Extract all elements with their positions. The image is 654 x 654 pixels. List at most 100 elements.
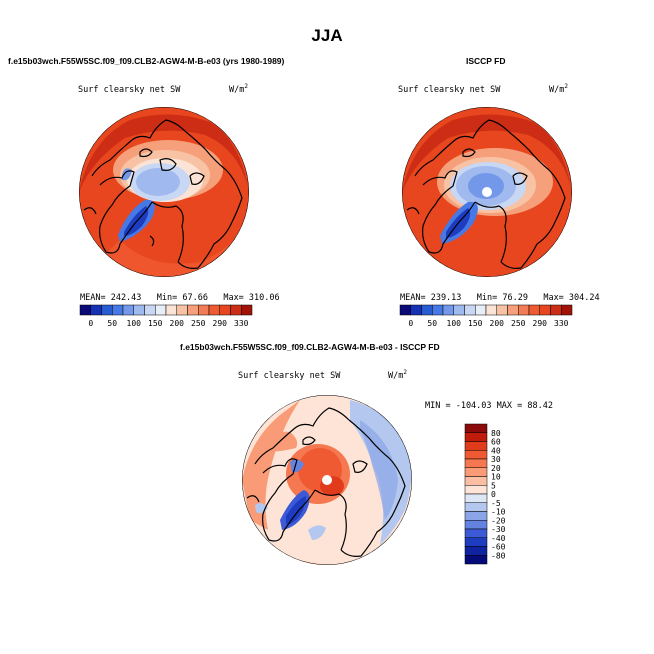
colorbar-difference-swatch (464, 458, 488, 468)
colorbar-difference-swatch (464, 520, 488, 530)
map-panel-isccp (402, 107, 572, 277)
panel2-stats: MEAN= 239.13 Min= 76.29 Max= 304.24 (400, 293, 600, 303)
colorbar-panel2-swatch (421, 304, 433, 316)
panel2-case-label: ISCCP FD (466, 56, 506, 66)
colorbar-panel2-tick-label: 150 (468, 319, 483, 328)
colorbar-difference-swatch (464, 441, 488, 451)
panel3-variable-label: Surf clearsky net SW (238, 371, 341, 381)
panel3-minmax: MIN = -104.03 MAX = 88.42 (425, 401, 553, 411)
colorbar-panel1-swatch (101, 304, 113, 316)
colorbar-panel2-tick-label: 330 (554, 319, 569, 328)
colorbar-difference-swatch (464, 423, 488, 433)
colorbar-panel1: 0 50 100 150 200 250 290 330 (79, 304, 253, 328)
panel1-variable-label: Surf clearsky net SW (78, 85, 181, 95)
colorbar-panel1-swatch (133, 304, 145, 316)
colorbar-difference-swatch (464, 432, 488, 442)
colorbar-difference-swatch (464, 502, 488, 512)
panel1-case-label: f.e15b03wch.F55W5SC.f09_f09.CLB2-AGW4-M-… (8, 56, 285, 66)
panel2-units: W/m2 (549, 83, 568, 95)
colorbar-panel1-swatch (155, 304, 167, 316)
colorbar-panel2-swatch (442, 304, 454, 316)
colorbar-panel1-swatch (187, 304, 199, 316)
colorbar-panel2-swatch (528, 304, 540, 316)
colorbar-panel1-tick-label: 330 (234, 319, 249, 328)
colorbar-difference-swatch (464, 546, 488, 556)
colorbar-panel2-tick-label: 50 (427, 319, 437, 328)
panel2-variable-label: Surf clearsky net SW (398, 85, 501, 95)
colorbar-panel2-tick-label: 0 (408, 319, 413, 328)
colorbar-panel1-swatch (241, 304, 253, 316)
colorbar-panel1-swatch (122, 304, 134, 316)
colorbar-panel1-swatch (176, 304, 188, 316)
colorbar-difference-tick-label: -40 (491, 534, 506, 543)
panel1-units: W/m2 (229, 83, 248, 95)
colorbar-difference-tick-label: 80 (491, 429, 501, 438)
colorbar-difference-swatch (464, 537, 488, 547)
colorbar-panel2-swatch (453, 304, 465, 316)
colorbar-difference-tick-label: -5 (491, 499, 501, 508)
colorbar-difference-swatch (464, 493, 488, 503)
colorbar-panel1-tick-label: 0 (88, 319, 93, 328)
colorbar-panel1-tick-label: 200 (170, 319, 185, 328)
colorbar-difference-tick-label: 10 (491, 473, 501, 482)
colorbar-difference-tick-label: -60 (491, 543, 506, 552)
colorbar-difference-swatch (464, 485, 488, 495)
colorbar-panel2-swatch (475, 304, 487, 316)
colorbar-difference-tick-label: -80 (491, 551, 506, 560)
colorbar-panel2-swatch (432, 304, 444, 316)
colorbar-panel2-tick-label: 200 (490, 319, 505, 328)
colorbar-panel1-swatch (198, 304, 210, 316)
map-panel-model (79, 107, 249, 277)
colorbar-difference-tick-label: -10 (491, 508, 506, 517)
panel2-max: Max= 304.24 (543, 293, 600, 303)
colorbar-difference-tick-label: 30 (491, 455, 501, 464)
colorbar-panel2-tick-label: 290 (533, 319, 548, 328)
colorbar-panel2-swatch (410, 304, 422, 316)
colorbar-panel2-swatch (550, 304, 562, 316)
colorbar-difference-tick-label: 40 (491, 446, 501, 455)
map-panel-difference (242, 395, 412, 565)
colorbar-panel1-swatch (144, 304, 156, 316)
colorbar-panel1-swatch (165, 304, 177, 316)
colorbar-panel2-swatch (518, 304, 530, 316)
colorbar-panel2-tick-label: 100 (447, 319, 462, 328)
colorbar-panel2-swatch (496, 304, 508, 316)
colorbar-panel2-swatch (464, 304, 476, 316)
colorbar-panel1-tick-label: 290 (213, 319, 228, 328)
colorbar-panel2-swatch (539, 304, 551, 316)
colorbar-panel2-swatch (561, 304, 573, 316)
colorbar-difference-swatch (464, 476, 488, 486)
colorbar-panel1-swatch (219, 304, 231, 316)
colorbar-panel1-tick-label: 100 (127, 319, 142, 328)
panel3-units: W/m2 (388, 369, 407, 381)
colorbar-panel2-swatch (399, 304, 411, 316)
colorbar-panel1-tick-label: 50 (107, 319, 117, 328)
panel1-max: Max= 310.06 (223, 293, 280, 303)
colorbar-difference-tick-label: -20 (491, 516, 506, 525)
colorbar-difference-tick-label: 0 (491, 490, 496, 499)
panel3-case-label: f.e15b03wch.F55W5SC.f09_f09.CLB2-AGW4-M-… (180, 342, 440, 352)
colorbar-panel2: 0 50 100 150 200 250 290 330 (399, 304, 573, 328)
panel1-stats: MEAN= 242.43 Min= 67.66 Max= 310.06 (80, 293, 280, 303)
page-title: JJA (311, 26, 343, 45)
colorbar-difference-swatch (464, 555, 488, 565)
colorbar-panel1-swatch (208, 304, 220, 316)
colorbar-difference-swatch (464, 450, 488, 460)
colorbar-panel2-tick-label: 250 (511, 319, 526, 328)
colorbar-difference-tick-label: -30 (491, 525, 506, 534)
panel1-mean: MEAN= 242.43 (80, 293, 142, 303)
colorbar-panel1-swatch (79, 304, 91, 316)
panel2-mean: MEAN= 239.13 (400, 293, 462, 303)
colorbar-difference-swatch (464, 467, 488, 477)
colorbar-difference-swatch (464, 528, 488, 538)
colorbar-panel1-swatch (90, 304, 102, 316)
panel2-min: Min= 76.29 (476, 293, 528, 303)
colorbar-difference-tick-label: 60 (491, 438, 501, 447)
colorbar-panel1-tick-label: 250 (191, 319, 206, 328)
panel1-min: Min= 67.66 (156, 293, 208, 303)
colorbar-panel1-swatch (230, 304, 242, 316)
colorbar-panel2-swatch (507, 304, 519, 316)
colorbar-panel1-swatch (112, 304, 124, 316)
